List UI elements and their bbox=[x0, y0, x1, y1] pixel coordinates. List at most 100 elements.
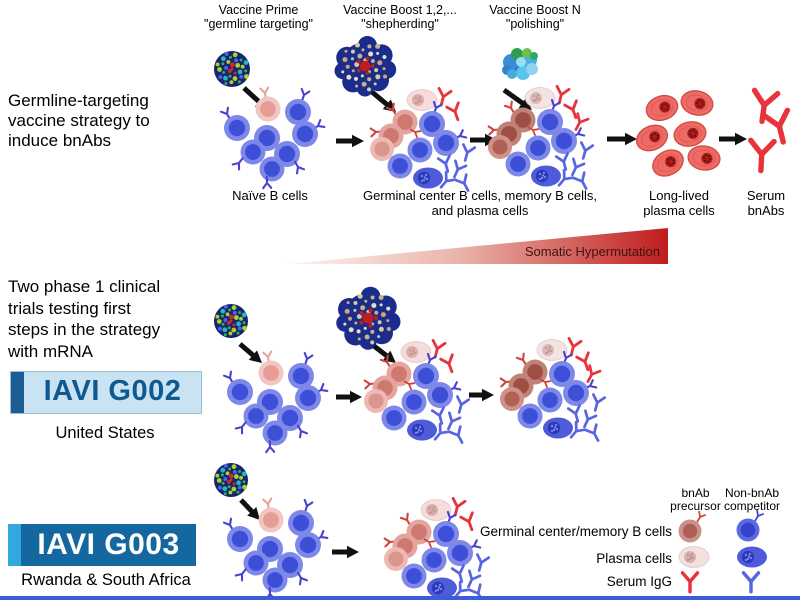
stage-label-vaccine-boost-n: Vaccine Boost N "polishing" bbox=[465, 3, 605, 31]
antibody-y-icon bbox=[445, 101, 460, 122]
serum-bnabs-label: Serum bnAbs bbox=[746, 188, 786, 218]
b-cell-receptor-icon bbox=[296, 571, 309, 586]
plasma-cell-icon bbox=[427, 577, 457, 599]
long-lived-plasma-cells-group bbox=[635, 90, 721, 177]
arrow-icon bbox=[239, 498, 261, 521]
antibody-y-icon bbox=[761, 107, 791, 145]
legend-row-serum-igg-label: Serum IgG bbox=[606, 574, 672, 589]
antibody-y-icon bbox=[554, 152, 569, 171]
stage-name: Vaccine Boost 1,2,... bbox=[343, 3, 457, 17]
strategy-title: Germline-targeting vaccine strategy to i… bbox=[8, 91, 150, 150]
trials-title: Two phase 1 clinical trials testing firs… bbox=[8, 277, 161, 361]
arrow-icon bbox=[336, 134, 364, 148]
arrow-icon bbox=[238, 342, 263, 363]
b-cell-receptor-icon bbox=[527, 126, 540, 136]
antibody-y-icon bbox=[584, 423, 600, 442]
antibody-y-icon bbox=[450, 564, 465, 583]
stage-name: Vaccine Prime bbox=[218, 3, 299, 17]
vaccine-boost-nanoparticle-icon bbox=[334, 36, 397, 97]
antibody-y-icon bbox=[430, 406, 445, 425]
antibody-y-icon bbox=[436, 154, 451, 173]
antibody-y-icon bbox=[431, 338, 447, 359]
arrow-icon bbox=[469, 388, 494, 402]
b-cell-receptor-icon bbox=[234, 568, 247, 582]
antibody-y-icon bbox=[459, 511, 474, 532]
b-cell-receptor-icon bbox=[265, 439, 276, 454]
antibody-y-icon bbox=[567, 336, 583, 357]
long-lived-plasma-cell-icon bbox=[645, 94, 679, 122]
long-lived-plasma-label: Long-lived plasma cells bbox=[643, 188, 715, 218]
plasma-cell-icon bbox=[407, 419, 437, 441]
germinal-center-cluster bbox=[383, 496, 491, 600]
antibody-y-icon bbox=[680, 571, 700, 594]
b-cell-receptor-icon bbox=[539, 378, 552, 388]
antibody-y-icon bbox=[580, 141, 595, 160]
legend-col-non-bnab-competitor: Non-bnAb competitor bbox=[723, 486, 781, 513]
antibody-y-icon bbox=[586, 364, 602, 383]
vaccine-boost-nanoparticle-icon bbox=[336, 286, 401, 350]
g003-location-label: Rwanda & South Africa bbox=[21, 571, 191, 589]
long-lived-plasma-cell-icon bbox=[687, 145, 721, 171]
antibody-y-icon bbox=[453, 159, 468, 179]
antibody-y-icon bbox=[456, 395, 471, 414]
antibody-y-icon bbox=[467, 569, 482, 589]
antibody-y-icon bbox=[437, 86, 453, 107]
antibody-y-icon bbox=[451, 496, 467, 517]
plasma-cell-icon bbox=[420, 499, 452, 521]
stage-name: Vaccine Boost N bbox=[489, 3, 581, 17]
germinal-center-cluster bbox=[363, 338, 471, 444]
germinal-center-label: Germinal center B cells, memory B cells,… bbox=[362, 188, 598, 218]
long-lived-plasma-cell-icon bbox=[680, 90, 714, 116]
antibody-y-icon bbox=[557, 168, 575, 187]
antibody-y-icon bbox=[555, 84, 571, 105]
b-cell-receptor-icon bbox=[403, 380, 416, 390]
b-cell-receptor-icon bbox=[296, 424, 309, 439]
antibody-y-icon bbox=[566, 404, 581, 423]
arrow-icon bbox=[372, 344, 396, 363]
matured-germinal-center-cluster bbox=[487, 84, 595, 190]
legend-icons bbox=[678, 509, 767, 594]
arrow-icon bbox=[502, 87, 533, 111]
stage-quote: "germline targeting" bbox=[204, 17, 313, 31]
antibody-y-icon bbox=[439, 170, 457, 189]
b-cell-receptor-icon bbox=[696, 510, 706, 523]
stage-quote: "polishing" bbox=[505, 17, 565, 31]
naive-b-cell-cluster bbox=[222, 350, 329, 454]
b-cell-receptor-icon bbox=[303, 351, 314, 366]
b-cell-receptor-icon bbox=[409, 128, 422, 138]
b-cell-receptor-icon bbox=[423, 538, 436, 548]
b-cell-receptor-icon bbox=[293, 160, 306, 175]
vaccine-boost-n-protein-icon bbox=[502, 48, 538, 80]
long-lived-plasma-cell-icon bbox=[652, 149, 684, 177]
arrow-icon bbox=[607, 132, 637, 146]
antibody-y-icon bbox=[571, 157, 586, 177]
logo-accent-bar bbox=[8, 524, 21, 566]
b-cell-receptor-icon bbox=[300, 87, 311, 102]
arrow-icon bbox=[336, 390, 362, 404]
plasma-cell-icon bbox=[737, 546, 767, 568]
matured-germinal-center-cluster bbox=[499, 336, 607, 442]
stage-quote: "shepherding" bbox=[361, 17, 439, 31]
legend-col-bnab-precursor: bnAb precursor bbox=[670, 486, 721, 513]
long-lived-plasma-cell-icon bbox=[673, 121, 707, 147]
stage-label-vaccine-prime: Vaccine Prime "germline targeting" bbox=[186, 3, 331, 31]
logo-accent-bar bbox=[11, 372, 24, 413]
legend-row-plasma-label: Plasma cells bbox=[596, 551, 672, 566]
antibody-y-icon bbox=[741, 571, 761, 594]
plasma-cell-icon bbox=[543, 417, 573, 439]
stage-label-vaccine-boost: Vaccine Boost 1,2,... "shepherding" bbox=[320, 3, 480, 31]
plasma-cell-icon bbox=[536, 339, 568, 361]
antibody-y-icon bbox=[575, 351, 590, 372]
plasma-cell-icon bbox=[400, 341, 432, 363]
naive-b-cell-cluster bbox=[222, 497, 329, 600]
iavi-g003-logo-text: IAVI G003 bbox=[37, 528, 180, 561]
g002-location-label: United States bbox=[55, 424, 155, 442]
somatic-hypermutation-label: Somatic Hypermutation bbox=[524, 244, 660, 259]
naive-b-cells-label: Naïve B cells bbox=[232, 188, 308, 203]
antibody-y-icon bbox=[448, 425, 464, 444]
b-cell-receptor-icon bbox=[231, 157, 244, 171]
vaccine-prime-nanoparticle-icon bbox=[214, 463, 248, 497]
antibody-y-icon bbox=[462, 143, 477, 162]
antibody-y-icon bbox=[454, 173, 470, 192]
